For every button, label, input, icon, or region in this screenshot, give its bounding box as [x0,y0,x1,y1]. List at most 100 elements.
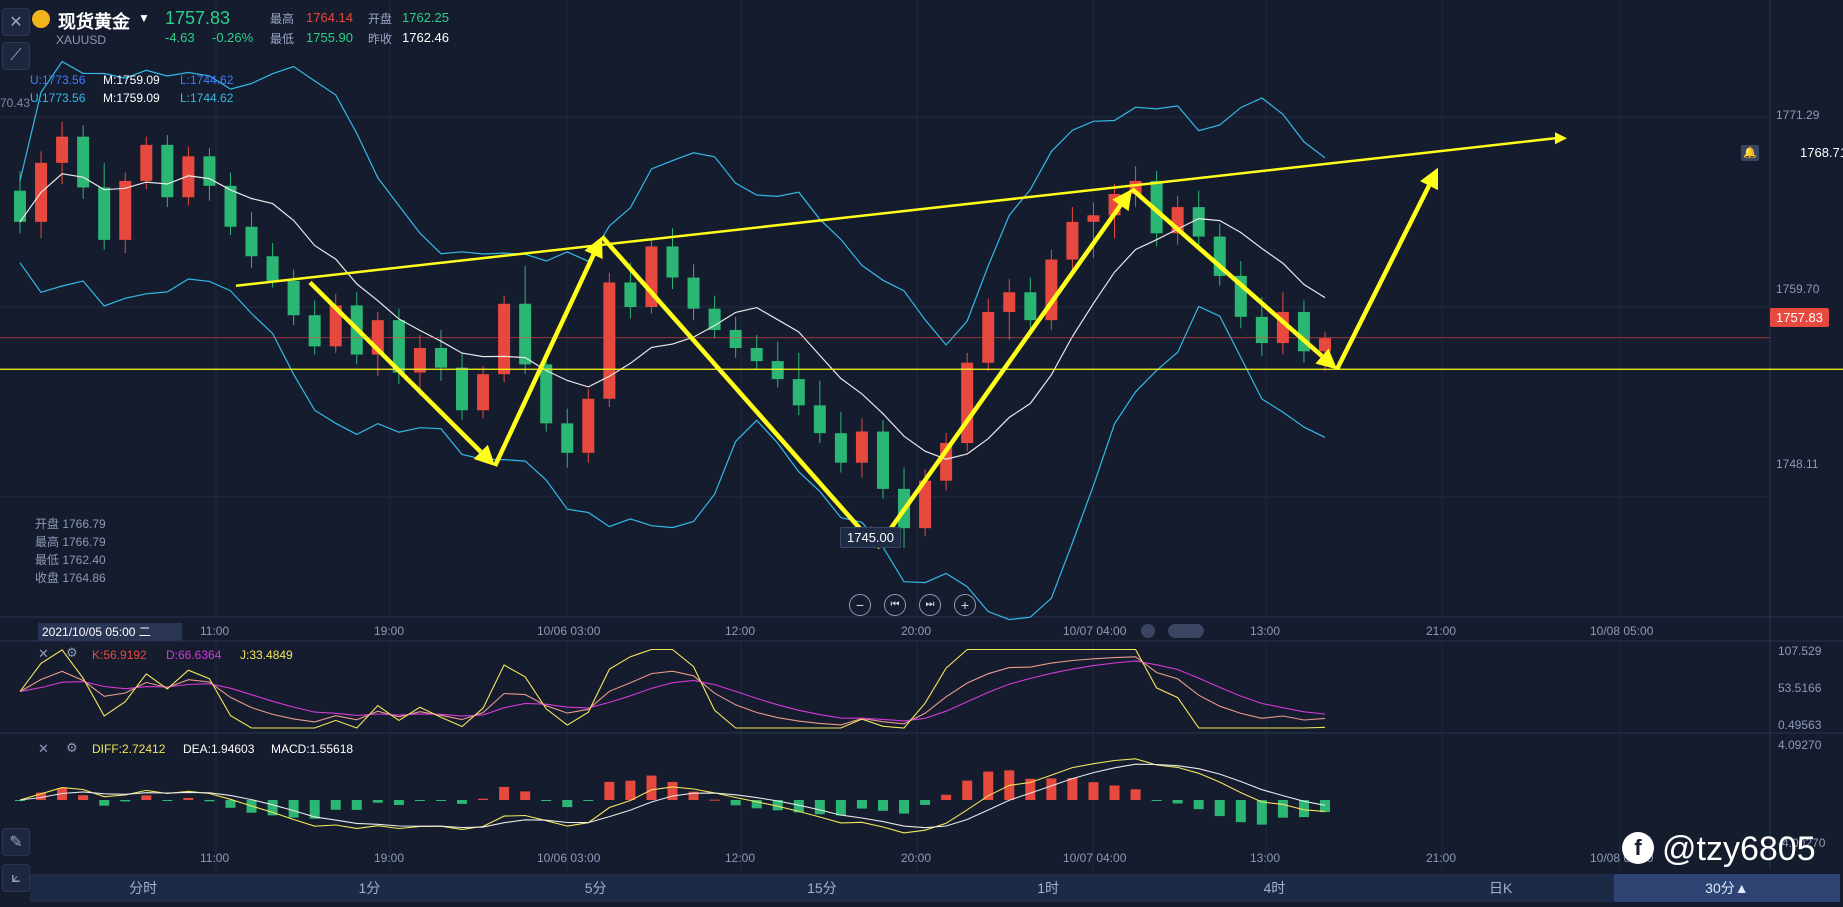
close-indicator-icon[interactable]: ✕ [38,741,49,756]
candle-body [392,320,405,373]
last-price: 1757.83 [165,8,231,28]
boll-upper-legend-2: U:1773.56 [30,91,86,105]
macd-histogram-bar [309,800,320,819]
kdj-axis-tick: 53.5166 [1778,681,1822,695]
macd-histogram-bar [162,800,173,801]
macd-histogram-bar [351,800,362,810]
macd-histogram-bar [99,800,110,806]
macd-diff-value: DIFF:2.72412 [92,742,166,756]
macd-dea-line [19,763,1326,829]
instrument-symbol: XAUUSD [56,33,107,47]
price-alert-bell-icon[interactable]: 🔔 [1741,145,1759,161]
kdj-k-line [19,656,1326,726]
macd-histogram-bar [520,791,531,800]
candle-body [434,347,447,368]
trend-arrow-line [308,280,483,454]
candle-body [919,480,932,529]
tab-1hour[interactable]: 1时 [1037,880,1060,896]
tab-daily[interactable]: 日K [1488,880,1513,896]
candle-high: 最高 1766.79 [35,535,106,549]
time-axis-tick: 10/06 03:00 [537,624,601,638]
pen-icon[interactable]: ✎ [2,828,30,856]
macd-histogram-bar [751,800,762,809]
tab-1min[interactable]: 1分 [358,880,381,896]
candle-body [855,431,868,463]
macd-histogram-bar [899,800,910,814]
candle-body [245,226,258,257]
macd-histogram-bar [920,800,931,805]
macd-histogram-bar [120,800,131,802]
time-axis-tick: 20:00 [901,851,932,865]
trend-arrowhead [1315,348,1337,370]
candle-body [182,156,195,198]
macd-histogram-bar [941,794,952,800]
close-icon[interactable]: ✕ [2,8,30,36]
tab-timeshare[interactable]: 分时 [129,880,158,896]
low-label: 最低 [270,32,295,46]
open-value: 1762.25 [402,10,449,25]
macd-histogram-bar [1172,800,1183,804]
macd-dea-value: DEA:1.94603 [183,742,255,756]
candle-body [498,303,511,375]
macd-histogram-bar [1193,800,1204,810]
candle-body [519,303,532,365]
tab-5min[interactable]: 5分 [584,880,607,896]
macd-histogram-bar [414,800,425,801]
candle-body [561,423,574,453]
macd-histogram-bar [435,800,446,801]
trend-arrow-line [492,253,596,467]
price-axis-tick: 1748.11 [1776,457,1819,471]
time-axis-tick: 20:00 [901,624,932,638]
candle-body [413,347,426,373]
candle-body [1066,221,1079,260]
candle-body [813,405,826,434]
zoom-out-button[interactable]: − [849,594,871,616]
scroll-handle[interactable] [1168,624,1204,638]
kdj-j-line [19,648,1326,729]
time-axis-tick: 11:00 [200,624,230,638]
candle-body [582,398,595,453]
candle-body [961,362,974,444]
candle-body [329,305,342,347]
jump-end-button[interactable]: ⏭ [919,594,941,616]
macd-histogram-bar [141,795,152,800]
low-value: 1755.90 [306,30,353,45]
candle-body [1150,180,1163,234]
candle-body [1192,207,1205,237]
kdj-d-line [19,660,1326,722]
price-change: -4.63 [165,30,195,45]
candle-body [1319,338,1331,352]
close-indicator-icon[interactable]: ✕ [38,646,49,661]
zoom-in-button[interactable]: + [954,594,976,616]
instrument-name[interactable]: 现货黄金 [58,12,130,32]
candle-body [792,379,805,406]
line-tool-icon[interactable]: ⟀ [2,864,30,892]
instrument-dropdown-icon[interactable]: ▼ [138,11,150,25]
candle-body [666,246,679,278]
macd-histogram-bar [499,786,510,800]
watermark-text: @tzy6805 [1662,830,1816,868]
boll-upper-line [19,60,1326,346]
candle-body [161,144,174,198]
tab-30min[interactable]: 30分▲ [1613,874,1840,902]
jump-start-button[interactable]: ⏮ [884,594,906,616]
candle-body [750,347,763,362]
tab-4hour[interactable]: 4时 [1263,880,1286,896]
macd-histogram-bar [877,800,888,811]
boll-lower-legend-2: L:1744.62 [180,91,234,105]
candle-body [456,367,469,411]
scroll-dot[interactable] [1141,624,1155,638]
macd-histogram-bar [1025,778,1036,800]
settings-gear-icon[interactable]: ⚙ [66,645,78,660]
candle-body [98,187,111,240]
settings-gear-icon[interactable]: ⚙ [66,740,78,755]
macd-histogram-bar [772,800,783,811]
high-value: 1764.14 [306,10,353,25]
draw-tool-icon[interactable]: ⟋ [2,42,30,70]
time-axis-tick: 12:00 [725,624,756,638]
tab-15min[interactable]: 15分 [807,880,837,896]
current-price-tag: 1757.83 [1770,308,1829,327]
macd-histogram-bar [1130,789,1141,800]
prev-close-value: 1762.46 [402,30,449,45]
alert-price[interactable]: 1768.71 [1800,145,1843,160]
